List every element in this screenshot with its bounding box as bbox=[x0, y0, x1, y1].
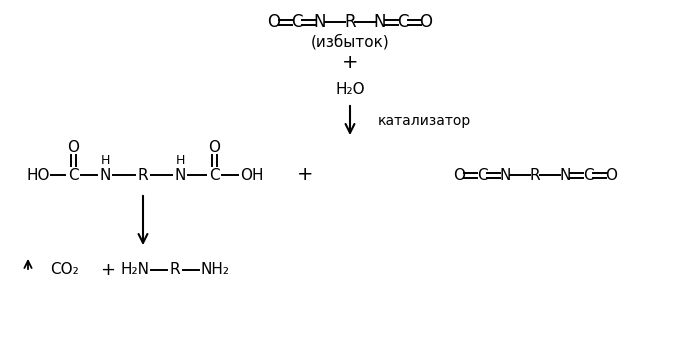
Text: O: O bbox=[419, 13, 433, 31]
Text: N: N bbox=[559, 167, 570, 183]
Text: O: O bbox=[267, 13, 281, 31]
Text: H: H bbox=[175, 154, 185, 167]
Text: C: C bbox=[477, 167, 487, 183]
Text: C: C bbox=[68, 167, 78, 183]
Text: H₂O: H₂O bbox=[335, 82, 365, 98]
Text: H₂N: H₂N bbox=[120, 263, 150, 278]
Text: CO₂: CO₂ bbox=[50, 263, 78, 278]
Text: N: N bbox=[99, 167, 111, 183]
Text: HO: HO bbox=[27, 167, 50, 183]
Text: (избыток): (избыток) bbox=[311, 34, 389, 50]
Text: R: R bbox=[530, 167, 540, 183]
Text: N: N bbox=[499, 167, 511, 183]
Text: O: O bbox=[67, 139, 79, 154]
Text: O: O bbox=[605, 167, 617, 183]
Text: H: H bbox=[100, 154, 110, 167]
Text: N: N bbox=[174, 167, 186, 183]
Text: +: + bbox=[342, 53, 358, 73]
Text: O: O bbox=[453, 167, 465, 183]
Text: N: N bbox=[314, 13, 326, 31]
Text: C: C bbox=[582, 167, 594, 183]
Text: R: R bbox=[344, 13, 356, 31]
Text: C: C bbox=[398, 13, 409, 31]
Text: C: C bbox=[209, 167, 219, 183]
Text: C: C bbox=[291, 13, 302, 31]
Text: катализатор: катализатор bbox=[378, 114, 471, 128]
Text: O: O bbox=[208, 139, 220, 154]
Text: R: R bbox=[138, 167, 148, 183]
Text: +: + bbox=[297, 166, 314, 185]
Text: N: N bbox=[374, 13, 386, 31]
Text: +: + bbox=[100, 261, 115, 279]
Text: R: R bbox=[169, 263, 181, 278]
Text: NH₂: NH₂ bbox=[200, 263, 230, 278]
Text: OH: OH bbox=[240, 167, 264, 183]
